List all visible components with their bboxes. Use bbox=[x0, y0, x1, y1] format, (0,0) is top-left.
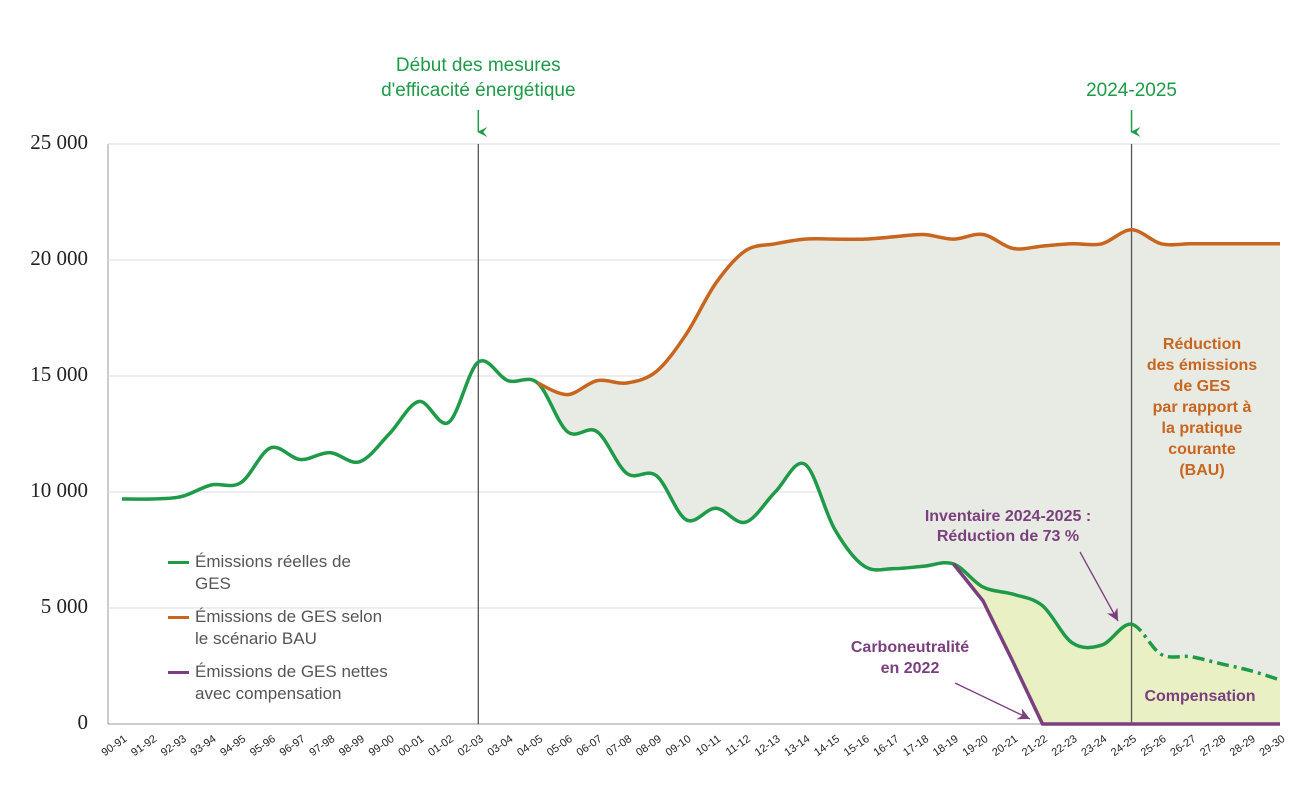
x-tick-label: 15-16 bbox=[842, 733, 872, 759]
x-tick-label: 10-11 bbox=[694, 733, 723, 759]
compensation-area bbox=[953, 563, 1280, 724]
x-tick-label: 11-12 bbox=[724, 733, 753, 759]
x-tick-label: 97-98 bbox=[307, 733, 337, 759]
x-tick-label: 08-09 bbox=[634, 733, 664, 759]
inventory-label: 2024-2025 bbox=[1086, 80, 1177, 101]
note-arrow bbox=[1079, 551, 1119, 622]
x-tick-label: 90-91 bbox=[99, 733, 129, 759]
inventory-note: Inventaire 2024-2025 : bbox=[925, 508, 1091, 525]
areas bbox=[537, 229, 1280, 724]
x-tick-label: 94-95 bbox=[218, 733, 248, 759]
bau-note: (BAU) bbox=[1179, 462, 1224, 479]
x-tick-label: 09-10 bbox=[664, 733, 694, 759]
bau-note: courante bbox=[1168, 441, 1236, 458]
legend: Émissions réelles de GES Émissions de GES… bbox=[168, 551, 388, 716]
x-tick-label: 02-03 bbox=[456, 733, 486, 759]
x-tick-label: 24-25 bbox=[1109, 733, 1139, 759]
y-tick-label: 5 000 bbox=[41, 594, 88, 618]
neutrality-note: Carboneutralité bbox=[851, 639, 969, 656]
x-tick-label: 20-21 bbox=[990, 733, 1020, 759]
x-tick-label: 96-97 bbox=[278, 733, 308, 759]
x-tick-label: 26-27 bbox=[1168, 733, 1198, 759]
x-tick-label: 03-04 bbox=[485, 733, 515, 759]
x-tick-label: 21-22 bbox=[1020, 733, 1050, 759]
x-tick-label: 93-94 bbox=[189, 733, 219, 759]
x-tick-label: 17-18 bbox=[901, 733, 931, 759]
neutrality-note: en 2022 bbox=[881, 660, 940, 677]
x-tick-label: 91-92 bbox=[129, 733, 159, 759]
x-tick-label: 19-20 bbox=[961, 733, 991, 759]
x-tick-label: 14-15 bbox=[812, 733, 842, 759]
y-tick-label: 10 000 bbox=[30, 478, 88, 502]
bau-note: de GES bbox=[1174, 378, 1231, 395]
x-tick-label: 95-96 bbox=[248, 733, 278, 759]
y-tick-label: 15 000 bbox=[30, 362, 88, 386]
x-tick-label: 04-05 bbox=[515, 733, 545, 759]
x-tick-label: 07-08 bbox=[604, 733, 634, 759]
x-tick-label: 05-06 bbox=[545, 733, 575, 759]
x-tick-label: 12-13 bbox=[753, 733, 783, 759]
x-tick-label: 22-23 bbox=[1050, 733, 1080, 759]
bau-note: des émissions bbox=[1147, 357, 1257, 374]
x-tick-label: 99-00 bbox=[367, 733, 397, 759]
bau-note: Réduction bbox=[1163, 336, 1241, 353]
legend-swatch bbox=[168, 561, 189, 564]
start-label: Début des mesures bbox=[396, 55, 561, 76]
x-tick-label: 25-26 bbox=[1139, 733, 1169, 759]
x-tick-label: 27-28 bbox=[1198, 733, 1228, 759]
annotations bbox=[477, 110, 1141, 724]
y-tick-label: 25 000 bbox=[30, 130, 88, 154]
x-tick-label: 23-24 bbox=[1079, 733, 1109, 759]
series-line bbox=[536, 228, 1280, 397]
legend-swatch bbox=[168, 616, 189, 619]
x-tick-label: 98-99 bbox=[337, 733, 367, 759]
x-tick-label: 18-19 bbox=[931, 733, 961, 759]
x-tick-label: 29-30 bbox=[1257, 733, 1287, 759]
series-line-projected bbox=[1130, 622, 1281, 682]
bau-note: par rapport à bbox=[1153, 399, 1252, 416]
legend-item: Émissions de GES nettes avec compensatio… bbox=[168, 661, 388, 705]
series-line bbox=[952, 562, 1280, 726]
x-tick-label: 00-01 bbox=[396, 733, 426, 759]
legend-label: Émissions de GES nettes avec compensatio… bbox=[195, 662, 388, 703]
x-tick-label: 01-02 bbox=[426, 733, 456, 759]
lines bbox=[121, 228, 1281, 726]
reduction-area bbox=[537, 229, 1280, 680]
legend-item: Émissions de GES selon le scénario BAU bbox=[168, 606, 388, 650]
inventory-note: Réduction de 73 % bbox=[937, 528, 1079, 545]
bau-note: la pratique bbox=[1162, 420, 1243, 437]
y-tick-label: 0 bbox=[78, 710, 89, 734]
legend-label: Émissions réelles de GES bbox=[195, 552, 351, 593]
x-tick-label: 28-29 bbox=[1228, 733, 1258, 759]
series-line bbox=[121, 359, 1132, 650]
note-arrow bbox=[954, 682, 1031, 720]
x-tick-label: 13-14 bbox=[782, 733, 812, 759]
legend-label: Émissions de GES selon le scénario BAU bbox=[195, 607, 383, 648]
start-label: d'efficacité énergétique bbox=[381, 80, 575, 101]
y-tick-label: 20 000 bbox=[30, 246, 88, 270]
x-tick-label: 16-17 bbox=[871, 733, 901, 759]
x-tick-label: 06-07 bbox=[575, 733, 605, 759]
compensation-note: Compensation bbox=[1144, 688, 1255, 705]
legend-item: Émissions réelles de GES bbox=[168, 551, 388, 595]
x-tick-label: 92-93 bbox=[159, 733, 189, 759]
legend-swatch bbox=[168, 671, 189, 674]
